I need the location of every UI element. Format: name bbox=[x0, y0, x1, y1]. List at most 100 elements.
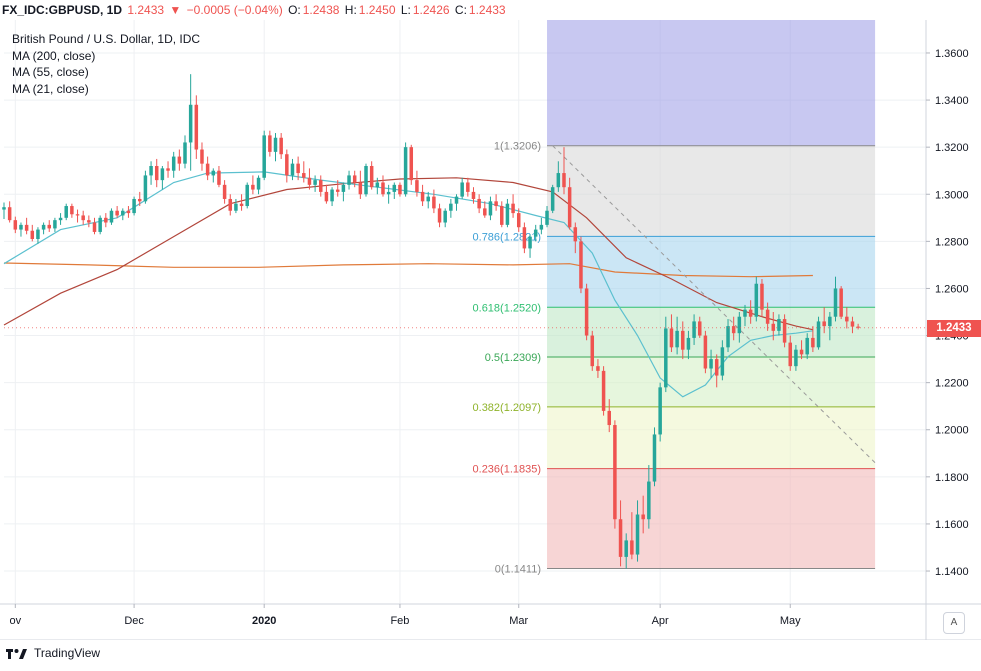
candle-body bbox=[409, 147, 414, 181]
candle-body bbox=[53, 220, 57, 229]
auto-scale-button[interactable]: A bbox=[943, 612, 965, 634]
candle-body bbox=[550, 187, 555, 211]
candle-body bbox=[2, 207, 6, 210]
candle-body bbox=[171, 156, 176, 171]
candle-body bbox=[788, 342, 792, 367]
legend-ma200[interactable]: MA (200, close) bbox=[12, 48, 96, 63]
candle-body bbox=[760, 283, 764, 310]
candle-body bbox=[533, 229, 538, 237]
x-tick-label: May bbox=[780, 615, 801, 627]
ma21-line bbox=[3, 171, 813, 398]
candle-body bbox=[285, 154, 289, 176]
trendline bbox=[552, 145, 876, 464]
candle-body bbox=[805, 337, 809, 355]
candle-body bbox=[194, 104, 199, 150]
candle-body bbox=[313, 180, 317, 185]
x-tick-label: Feb bbox=[390, 615, 409, 627]
candle-body bbox=[24, 224, 29, 231]
candle-body bbox=[87, 220, 91, 223]
candle-body bbox=[664, 328, 668, 388]
x-tick-label: Dec bbox=[124, 615, 144, 627]
candle-body bbox=[183, 142, 187, 164]
candle-body bbox=[828, 316, 832, 327]
candle-body bbox=[426, 196, 430, 202]
candle-body bbox=[601, 370, 606, 411]
candle-body bbox=[437, 208, 442, 223]
candle-body bbox=[217, 170, 221, 185]
candle-body bbox=[64, 206, 68, 218]
candle-body bbox=[743, 309, 747, 317]
close-value: 1.2433 bbox=[468, 3, 506, 17]
candle-body bbox=[635, 514, 640, 555]
y-tick-label: 1.3400 bbox=[935, 95, 969, 107]
footer: TradingView bbox=[6, 646, 100, 660]
price-change: −0.0005 (−0.04%) bbox=[186, 3, 283, 17]
high-value: 1.2450 bbox=[358, 3, 396, 17]
candle-body bbox=[403, 147, 408, 195]
low-label: L: bbox=[400, 3, 411, 17]
candle-body bbox=[70, 206, 74, 215]
candle-body bbox=[652, 434, 657, 482]
candle-body bbox=[375, 182, 380, 188]
candle-body bbox=[36, 229, 40, 239]
candle-body bbox=[279, 137, 283, 155]
current-price-label: 1.2433 bbox=[927, 319, 981, 337]
candle-body bbox=[822, 321, 826, 327]
candle-body bbox=[30, 230, 35, 239]
candle-body bbox=[364, 166, 368, 195]
candle-body bbox=[539, 224, 544, 230]
candle-body bbox=[500, 206, 504, 225]
candle-body bbox=[81, 215, 85, 221]
symbol-name[interactable]: FX_IDC:GBPUSD, 1D bbox=[2, 3, 123, 17]
candle-body bbox=[154, 166, 159, 181]
candle-body bbox=[748, 309, 753, 317]
candle-body bbox=[782, 319, 787, 343]
candle-body bbox=[833, 288, 838, 317]
candle-body bbox=[641, 514, 645, 520]
down-arrow-icon: ▼ bbox=[169, 3, 182, 17]
candle-body bbox=[319, 180, 323, 192]
candle-body bbox=[567, 187, 572, 228]
candle-body bbox=[239, 203, 244, 207]
last-price: 1.2433 bbox=[127, 3, 165, 17]
candle-body bbox=[771, 323, 776, 331]
candle-body bbox=[754, 283, 759, 317]
y-tick-label: 1.2600 bbox=[935, 283, 969, 295]
candle-body bbox=[200, 149, 204, 164]
candle-body bbox=[794, 349, 798, 367]
price-chart[interactable]: 1(1.3206)0.786(1.2821)0.618(1.2520)0.5(1… bbox=[0, 0, 981, 640]
candle-body bbox=[7, 207, 12, 221]
candle-body bbox=[726, 326, 730, 348]
candle-body bbox=[369, 166, 374, 188]
y-tick-label: 1.2000 bbox=[935, 425, 969, 437]
candle-body bbox=[839, 288, 843, 317]
candle-body bbox=[166, 168, 170, 171]
candle-body bbox=[341, 184, 346, 192]
candle-body bbox=[234, 203, 238, 211]
candle-body bbox=[19, 224, 23, 230]
x-tick-label: Apr bbox=[652, 615, 669, 627]
candle-body bbox=[262, 135, 266, 178]
high-label: H: bbox=[344, 3, 357, 17]
candle-body bbox=[420, 191, 425, 202]
brand-name[interactable]: TradingView bbox=[34, 646, 101, 660]
candle-body bbox=[352, 175, 357, 183]
candle-body bbox=[460, 182, 464, 197]
candle-body bbox=[675, 330, 679, 348]
candle-body bbox=[432, 196, 436, 209]
candle-body bbox=[177, 156, 182, 164]
candle-body bbox=[307, 177, 312, 185]
legend-ma21[interactable]: MA (21, close) bbox=[12, 81, 89, 96]
fib-zone bbox=[547, 468, 876, 569]
candle-body bbox=[47, 224, 52, 229]
legend-ma55[interactable]: MA (55, close) bbox=[12, 65, 89, 79]
candle-body bbox=[681, 330, 685, 350]
x-tick-label: ov bbox=[10, 615, 22, 627]
candle-body bbox=[584, 288, 589, 336]
candle-body bbox=[347, 175, 351, 185]
candle-body bbox=[471, 191, 476, 199]
candle-body bbox=[115, 210, 119, 216]
fib-zone bbox=[547, 145, 876, 237]
candle-body bbox=[488, 201, 493, 216]
candle-body bbox=[228, 198, 233, 211]
